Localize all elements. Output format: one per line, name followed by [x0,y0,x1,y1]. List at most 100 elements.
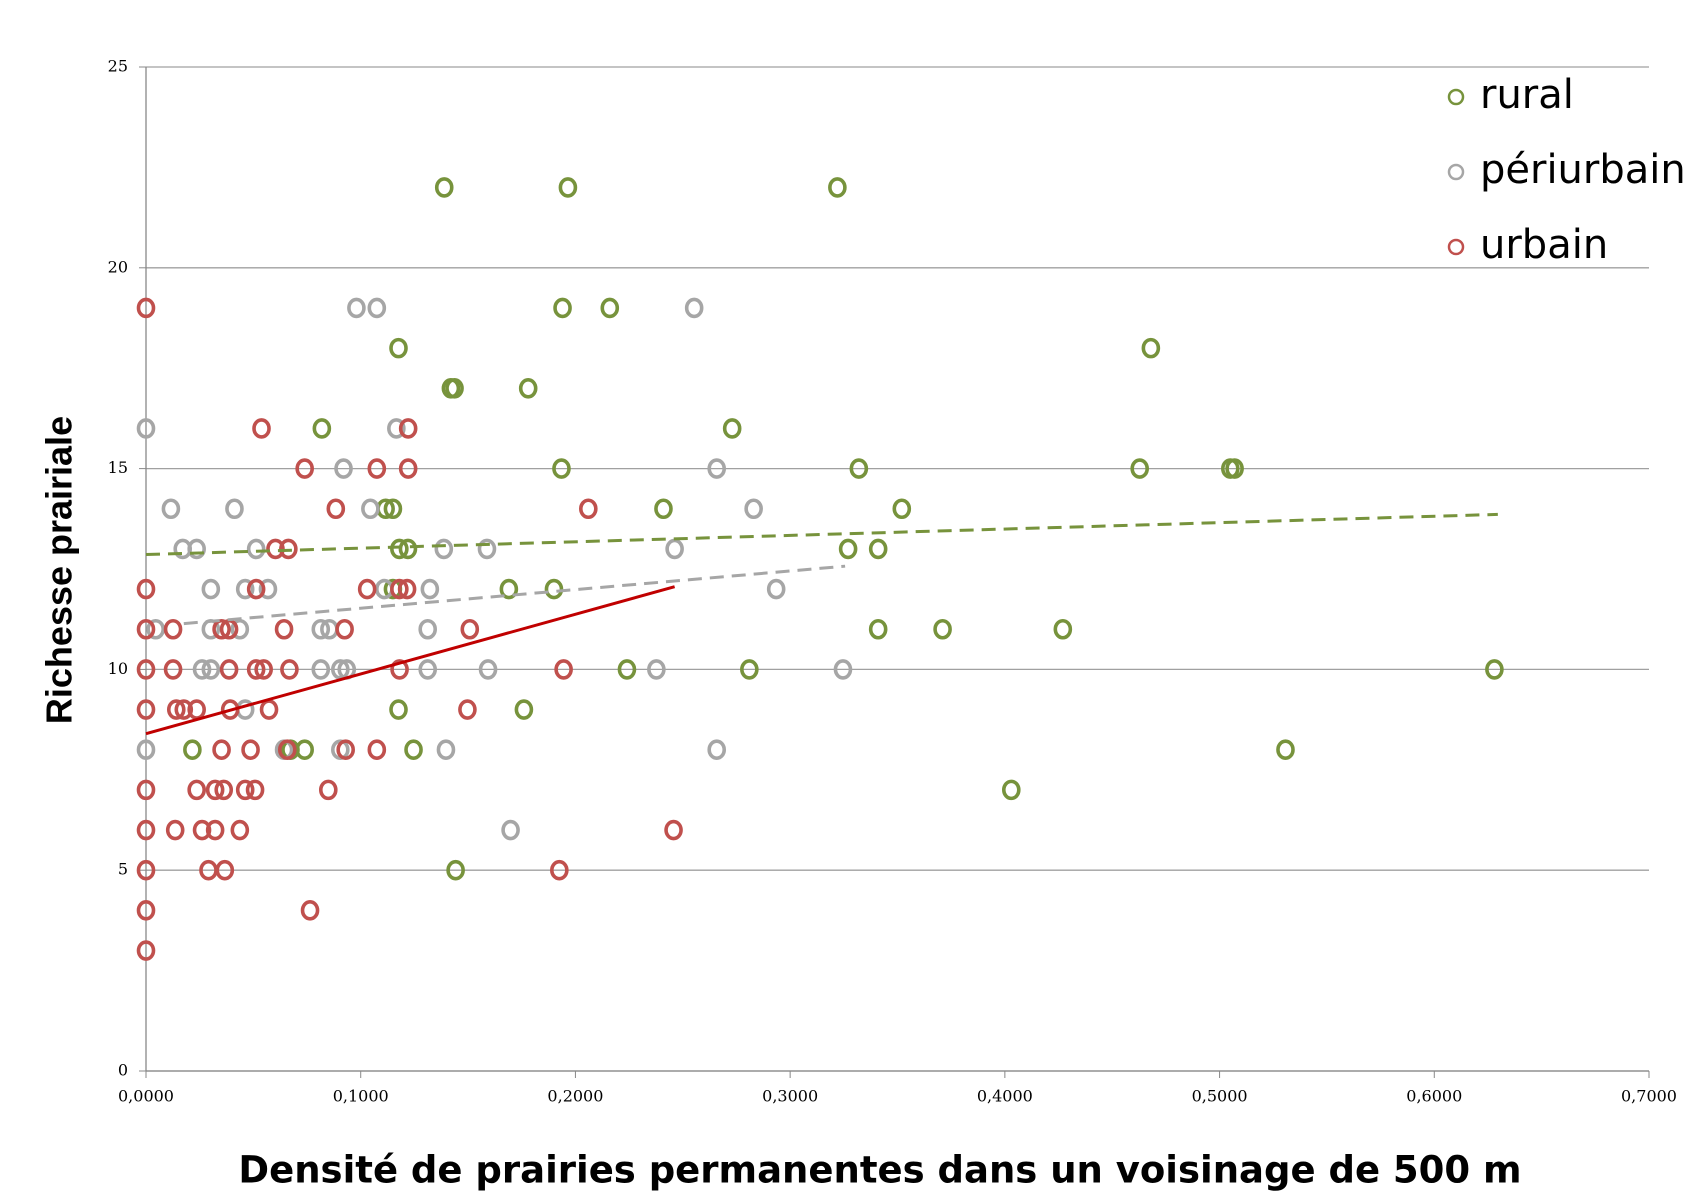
point [187,779,206,801]
point [136,659,156,680]
point [387,418,406,439]
point [1053,618,1073,640]
point [163,659,183,680]
legend-marker [1447,238,1465,256]
y-tick-label: 5 [118,860,128,879]
point [554,659,573,680]
x-tick-label: 0,7000 [1621,1087,1677,1106]
point [212,739,231,761]
point [230,819,250,841]
point [246,578,266,600]
point [436,739,456,761]
point [514,699,534,720]
point [136,297,156,319]
point [477,538,497,560]
legend-label: périurbain [1480,147,1686,193]
point [552,458,571,479]
x-tick-label: 0,2000 [547,1087,603,1106]
point [390,578,409,600]
point [446,859,465,881]
point [518,377,538,399]
point [550,859,569,881]
point [445,377,464,399]
legend-marker [1447,88,1465,106]
y-tick-label: 15 [108,458,128,477]
point [205,819,225,841]
point [174,699,194,720]
point [654,498,673,520]
point [254,659,273,680]
point [828,177,847,198]
y-tick-label: 25 [108,57,128,76]
point [1225,458,1244,479]
point [187,538,206,560]
point [838,538,858,560]
point [136,819,156,841]
point [434,177,454,198]
x-tick-label: 0,4000 [977,1087,1033,1106]
point [744,498,763,520]
point [501,819,520,841]
point [136,578,156,600]
point [219,659,239,680]
y-axis-title: Richesse prairiale [39,416,80,724]
x-tick-label: 0,0000 [118,1087,174,1106]
point [335,618,354,640]
point [558,177,578,198]
point [295,458,314,479]
point [136,900,156,921]
trend-line [145,512,1498,557]
x-tick-label: 0,5000 [1192,1087,1248,1106]
x-tick-label: 0,1000 [333,1087,389,1106]
point [166,699,186,720]
trend-line [183,564,846,626]
point [318,779,338,801]
point [647,659,666,680]
point [478,659,498,680]
point [214,779,234,801]
y-tick-label: 10 [108,659,128,678]
point [665,538,684,560]
point [361,498,380,520]
point [544,578,564,600]
y-tick-label: 20 [108,257,128,276]
point [136,418,156,439]
point [707,458,727,479]
point [933,618,952,640]
trend-line [145,585,676,736]
point [367,739,387,761]
point [201,578,221,600]
point [1485,659,1504,680]
point [274,618,294,640]
point [1276,739,1295,761]
point [664,819,683,841]
point [458,699,477,720]
point [136,859,156,881]
point [398,458,418,479]
point [707,739,727,761]
point [553,297,572,319]
point [241,739,260,761]
point [1141,337,1161,359]
point [161,498,181,520]
point [617,659,637,680]
point [136,618,156,640]
point [215,859,235,881]
point [331,739,350,761]
point [833,659,853,680]
point [766,578,786,600]
x-tick-label: 0,3000 [762,1087,818,1106]
point [334,458,353,479]
point [1001,779,1021,801]
point [892,498,912,520]
point [868,618,888,640]
point [347,297,366,319]
point [295,739,314,761]
point [136,940,156,961]
point [390,659,409,680]
point [312,418,332,439]
point [326,498,346,520]
x-axis-title: Densité de prairies permanentes dans un … [238,1149,1521,1192]
point [418,618,438,640]
